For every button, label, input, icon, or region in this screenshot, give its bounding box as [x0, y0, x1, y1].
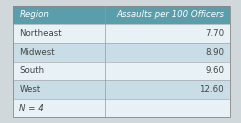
Bar: [13, 6, 105, 24]
Text: South: South: [19, 66, 44, 75]
Bar: [105, 6, 230, 24]
Bar: [13, 62, 105, 80]
Text: 12.60: 12.60: [200, 85, 224, 94]
Text: Assaults per 100 Officers: Assaults per 100 Officers: [116, 10, 224, 19]
Text: 7.70: 7.70: [205, 29, 224, 38]
Bar: [13, 43, 105, 62]
Bar: [105, 99, 230, 117]
Text: Northeast: Northeast: [19, 29, 62, 38]
Text: 9.60: 9.60: [205, 66, 224, 75]
Bar: [105, 24, 230, 43]
Bar: [13, 80, 105, 99]
Bar: [13, 24, 105, 43]
Text: N = 4: N = 4: [19, 104, 44, 113]
Bar: [105, 43, 230, 62]
Bar: [105, 62, 230, 80]
Text: 8.90: 8.90: [205, 48, 224, 57]
Text: Midwest: Midwest: [19, 48, 55, 57]
Bar: [13, 99, 105, 117]
Bar: [13, 6, 230, 117]
Text: West: West: [19, 85, 40, 94]
Bar: [105, 80, 230, 99]
Text: Region: Region: [19, 10, 49, 19]
